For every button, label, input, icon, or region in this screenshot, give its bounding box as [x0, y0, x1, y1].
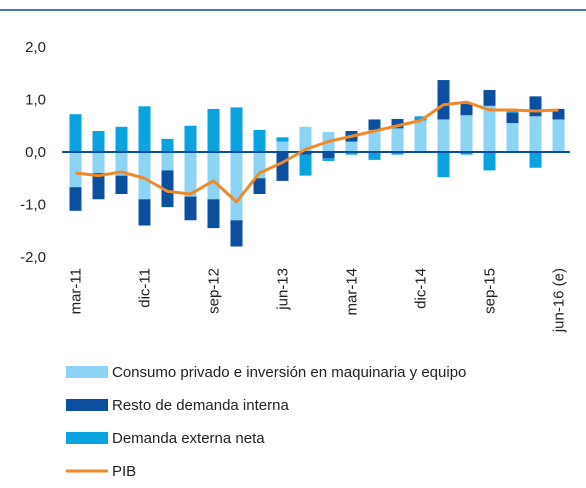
x-tick-label: sep-12: [206, 268, 223, 314]
bar: [92, 173, 105, 200]
bar: [529, 96, 542, 117]
bar: [437, 119, 450, 152]
bar: [184, 125, 197, 152]
bar: [506, 112, 519, 124]
bar: [299, 154, 312, 176]
bar: [322, 152, 335, 159]
bar: [276, 141, 289, 152]
bar: [437, 80, 450, 120]
bar: [276, 152, 289, 181]
x-tick-label: jun-16 (e): [551, 268, 568, 333]
legend-swatch: [66, 366, 108, 378]
bar: [368, 152, 381, 160]
bar: [322, 158, 335, 161]
x-tick-label: dic-11: [137, 268, 154, 308]
bar: [253, 178, 266, 194]
bar: [69, 187, 82, 211]
bar: [161, 138, 174, 152]
bar: [115, 175, 128, 194]
bar: [230, 107, 243, 152]
bar: [506, 123, 519, 152]
bar: [69, 152, 82, 188]
bar: [391, 128, 404, 152]
bar: [207, 152, 220, 200]
x-tick-label: mar-11: [68, 268, 85, 314]
legend-label: Resto de demanda interna: [112, 397, 289, 414]
bar: [552, 108, 565, 120]
bar: [299, 126, 312, 152]
bar: [460, 115, 473, 152]
x-tick-label: jun-13: [275, 268, 292, 311]
bar: [368, 129, 381, 152]
bar: [69, 114, 82, 152]
line: [75, 100, 559, 204]
bar: [207, 199, 220, 229]
y-tick-label: 1,0: [25, 92, 46, 109]
bar: [138, 106, 151, 152]
y-tick-label: -2,0: [20, 249, 46, 266]
bar: [345, 141, 358, 152]
bar: [506, 111, 519, 113]
bar: [92, 131, 105, 152]
y-tick-label: 2,0: [25, 39, 46, 56]
bar: [391, 118, 404, 129]
bar: [92, 152, 105, 173]
bar: [115, 152, 128, 176]
bar: [299, 152, 312, 155]
x-tick-label: sep-15: [482, 268, 499, 314]
bar: [345, 152, 358, 155]
bar: [184, 152, 197, 197]
bar: [483, 152, 496, 171]
bar: [483, 105, 496, 152]
bar: [207, 108, 220, 152]
legend-label: Consumo privado e inversión en maquinari…: [112, 364, 466, 381]
legend-swatch: [66, 399, 108, 411]
bar: [230, 220, 243, 247]
bar: [552, 119, 565, 152]
bar: [391, 152, 404, 155]
bar: [253, 129, 266, 152]
bar: [161, 152, 174, 171]
legend: Consumo privado e inversión en maquinari…: [66, 364, 466, 480]
bar: [414, 116, 427, 121]
x-tick-label: dic-14: [413, 268, 430, 309]
bar: [161, 170, 174, 208]
bar: [460, 103, 473, 116]
bar: [368, 119, 381, 130]
bar: [414, 120, 427, 152]
bar: [460, 152, 473, 155]
bar: [115, 126, 128, 152]
bar: [184, 196, 197, 221]
bar: [276, 137, 289, 142]
legend-label: Demanda externa neta: [112, 430, 265, 447]
y-tick-label: 0,0: [25, 144, 46, 161]
legend-swatch: [66, 432, 108, 444]
bar: [138, 199, 151, 226]
bar: [529, 116, 542, 152]
legend-label: PIB: [112, 463, 136, 480]
bar: [529, 152, 542, 168]
x-tick-label: mar-14: [344, 268, 361, 316]
bar: [483, 90, 496, 106]
bar: [437, 152, 450, 178]
bar: [230, 152, 243, 221]
bar: [138, 152, 151, 200]
y-tick-label: -1,0: [20, 197, 46, 214]
